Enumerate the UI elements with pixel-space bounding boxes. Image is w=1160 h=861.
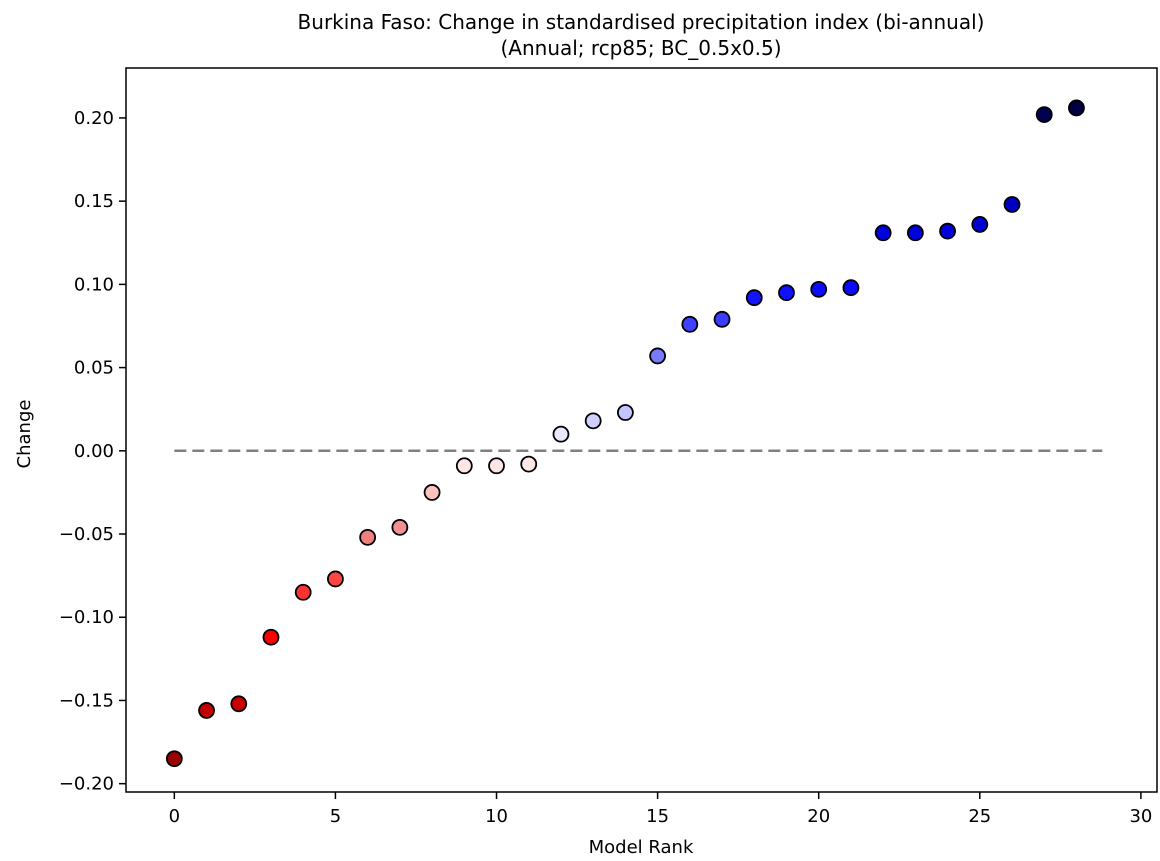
data-point bbox=[198, 702, 215, 719]
y-tick-label: 0.20 bbox=[74, 108, 114, 129]
chart-title: Burkina Faso: Change in standardised pre… bbox=[298, 10, 985, 34]
y-tick-label: −0.10 bbox=[59, 607, 114, 628]
data-point bbox=[423, 484, 441, 501]
data-point bbox=[681, 315, 699, 333]
data-point bbox=[455, 457, 473, 475]
x-axis-label: Model Rank bbox=[589, 837, 694, 858]
x-tick-label: 5 bbox=[330, 806, 341, 827]
x-axis-ticks: 0 5 10 15 20 25 30 bbox=[169, 792, 1152, 827]
y-tick-label: −0.05 bbox=[59, 524, 114, 545]
y-tick-label: 0.15 bbox=[74, 191, 114, 212]
data-point bbox=[520, 455, 538, 473]
data-point bbox=[745, 289, 763, 307]
data-point bbox=[327, 570, 344, 588]
x-tick-label: 20 bbox=[807, 806, 830, 827]
data-point bbox=[165, 750, 183, 768]
y-tick-label: −0.20 bbox=[59, 774, 114, 795]
data-point bbox=[1068, 99, 1085, 117]
data-point bbox=[262, 628, 280, 646]
data-points bbox=[165, 99, 1085, 768]
x-tick-label: 30 bbox=[1129, 806, 1152, 827]
data-point bbox=[971, 216, 989, 233]
data-point bbox=[616, 404, 634, 421]
data-point bbox=[649, 347, 667, 365]
data-point bbox=[1003, 196, 1021, 213]
plot-area-frame bbox=[125, 67, 1158, 793]
y-axis-label: Change bbox=[14, 400, 35, 469]
data-point bbox=[391, 518, 409, 536]
data-point bbox=[230, 695, 248, 713]
data-point bbox=[778, 284, 795, 302]
data-point bbox=[874, 224, 892, 242]
x-tick-label: 0 bbox=[169, 806, 180, 827]
x-tick-label: 10 bbox=[485, 806, 508, 827]
x-tick-label: 15 bbox=[646, 806, 669, 827]
data-point bbox=[906, 224, 924, 242]
chart-subtitle: (Annual; rcp85; BC_0.5x0.5) bbox=[500, 36, 781, 60]
data-point bbox=[842, 279, 860, 297]
y-tick-label: 0.00 bbox=[74, 441, 114, 462]
y-tick-label: −0.15 bbox=[59, 690, 114, 711]
data-point bbox=[294, 583, 312, 601]
data-point bbox=[939, 222, 956, 240]
data-point bbox=[713, 310, 731, 328]
y-axis-ticks: −0.20 −0.15 −0.10 −0.05 0.00 0.05 0.10 0.15 0.20 bbox=[59, 108, 126, 795]
x-tick-label: 25 bbox=[968, 806, 991, 827]
data-point bbox=[488, 457, 505, 475]
data-point bbox=[810, 280, 828, 298]
data-point bbox=[1035, 106, 1053, 124]
data-point bbox=[552, 425, 570, 443]
y-tick-label: 0.10 bbox=[74, 274, 114, 295]
data-point bbox=[359, 528, 377, 546]
data-point bbox=[584, 412, 602, 430]
y-tick-label: 0.05 bbox=[74, 358, 114, 379]
